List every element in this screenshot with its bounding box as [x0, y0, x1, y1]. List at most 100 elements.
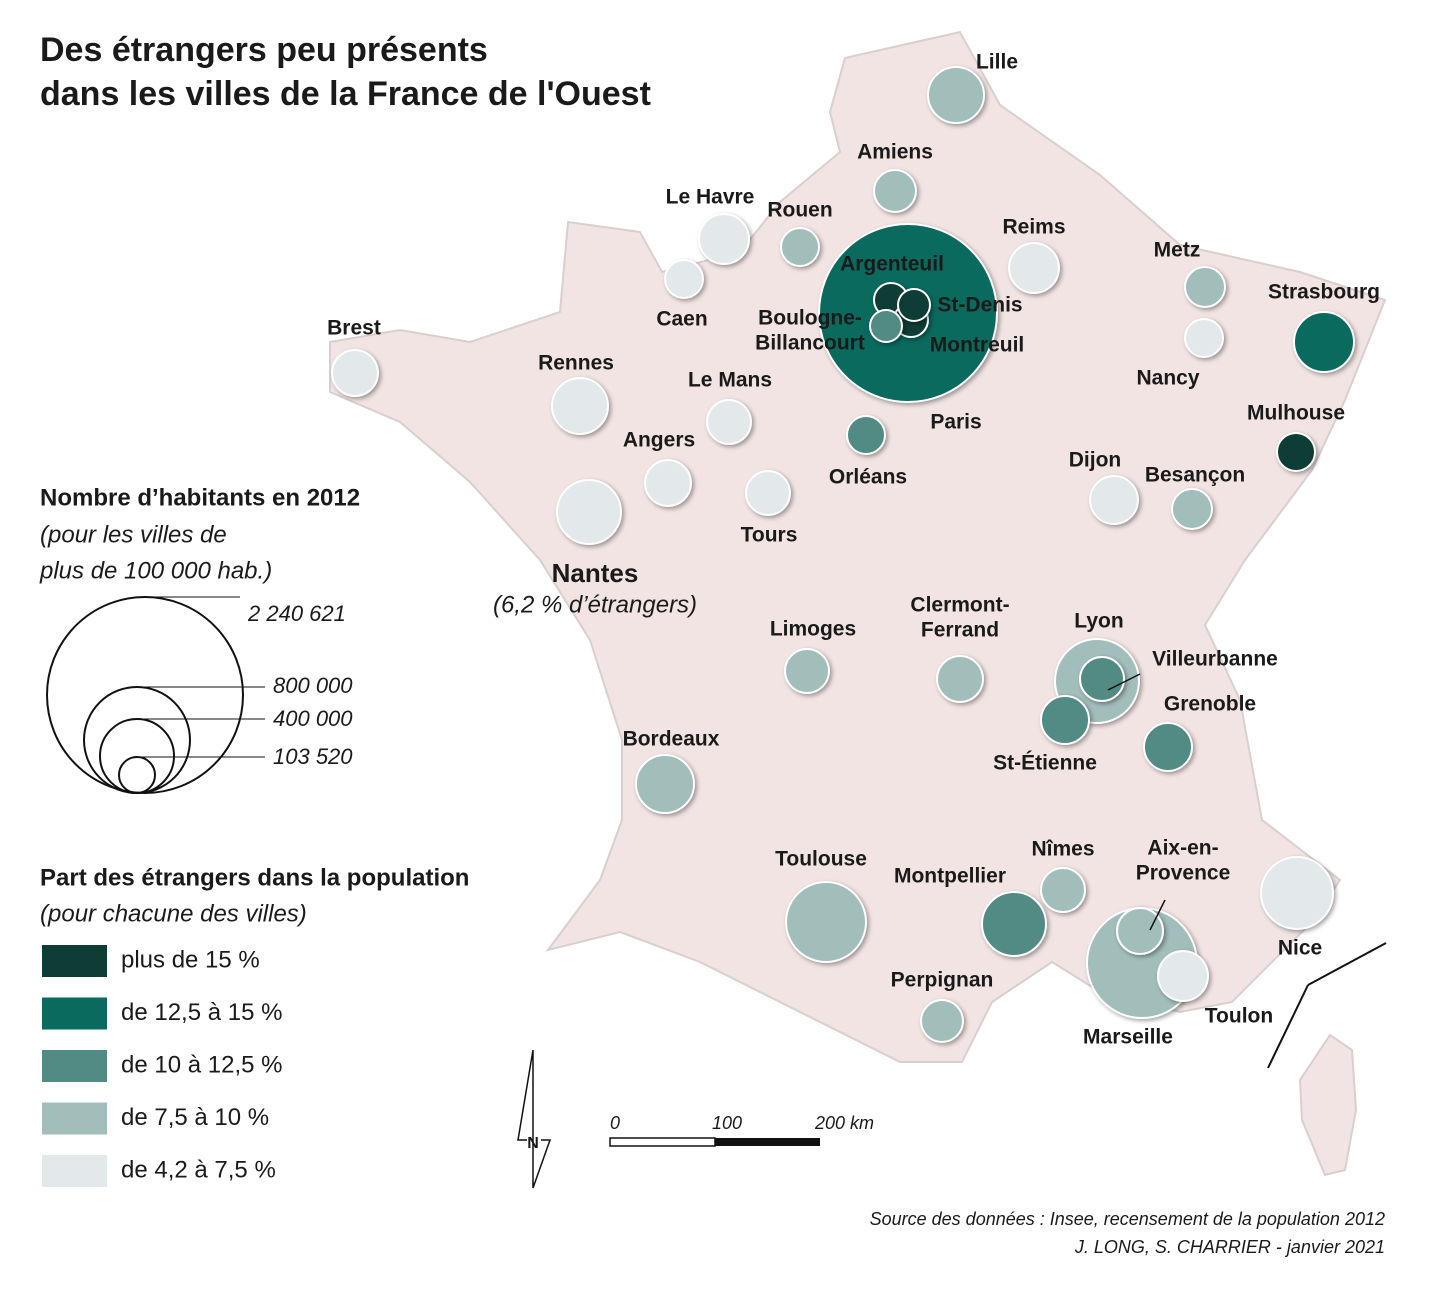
city-circle	[897, 288, 931, 322]
scale-label: 0	[610, 1113, 620, 1133]
scale-bar	[715, 1138, 820, 1146]
scale-label: 200 km	[814, 1113, 874, 1133]
credit: J. LONG, S. CHARRIER - janvier 2021	[1074, 1237, 1385, 1257]
title: dans les villes de la France de l'Ouest	[40, 75, 651, 113]
city-circle	[1171, 488, 1213, 530]
corsica-separator	[1267, 984, 1309, 1069]
city-label: Reims	[1002, 216, 1065, 239]
city-label: Dijon	[1069, 449, 1122, 472]
city-label: Aix-en-	[1147, 837, 1218, 860]
city-label: Strasbourg	[1268, 281, 1380, 304]
size-legend-label: 103 520	[273, 744, 353, 769]
city-circle	[981, 891, 1047, 957]
city-circle	[784, 648, 830, 694]
city-circle	[1293, 311, 1355, 373]
size-legend-circle	[118, 756, 156, 794]
city-label: Besançon	[1145, 464, 1245, 487]
city-label: Argenteuil	[840, 253, 944, 276]
legend-swatch	[42, 1155, 107, 1187]
city-label: Le Mans	[688, 369, 772, 392]
city-label: Villeurbanne	[1152, 648, 1278, 671]
legend-label: de 7,5 à 10 %	[121, 1104, 269, 1131]
legend-subtitle: (pour les villes de	[40, 521, 227, 548]
city-circle	[706, 399, 752, 445]
city-circle	[1143, 722, 1193, 772]
city-label: Nancy	[1136, 367, 1199, 390]
corsica-separator	[1307, 942, 1387, 986]
city-label: Boulogne-	[758, 307, 862, 330]
source: Source des données : Insee, recensement …	[870, 1209, 1385, 1229]
legend-swatch	[42, 997, 107, 1030]
city-circle	[869, 309, 903, 343]
city-label: Rennes	[538, 352, 614, 375]
city-label: Lyon	[1074, 610, 1123, 633]
size-legend-label: 2 240 621	[247, 601, 346, 626]
city-label: Limoges	[770, 618, 856, 641]
north-label: N	[527, 1135, 539, 1152]
city-label: Montpellier	[894, 865, 1006, 888]
city-label: Metz	[1154, 239, 1201, 262]
city-circle	[1040, 695, 1090, 745]
city-circle	[664, 259, 704, 299]
legend-swatch	[42, 1102, 107, 1135]
city-label: Ferrand	[921, 619, 999, 642]
city-label: Orléans	[829, 466, 907, 489]
france-outline	[329, 30, 1387, 1063]
legend-label: de 10 à 12,5 %	[121, 1051, 282, 1078]
city-label: Toulon	[1205, 1005, 1273, 1028]
city-label: Angers	[623, 429, 695, 452]
city-circle	[331, 349, 379, 397]
city-circle	[644, 459, 692, 507]
city-label: St-Denis	[937, 294, 1022, 317]
city-circle	[780, 227, 820, 267]
legend-label: de 12,5 à 15 %	[121, 999, 282, 1026]
city-label: Billancourt	[755, 332, 865, 355]
city-circle	[635, 754, 695, 814]
legend-swatch	[42, 1050, 107, 1082]
scale-bar	[609, 1137, 716, 1147]
city-circle	[1184, 318, 1224, 358]
annotation: (6,2 % d’étrangers)	[493, 591, 697, 618]
city-label: Clermont-	[910, 594, 1009, 617]
legend-title: Nombre d’habitants en 2012	[40, 484, 360, 511]
city-label: Amiens	[857, 141, 933, 164]
city-circle	[1116, 907, 1164, 955]
city-circle	[785, 881, 867, 963]
city-label: Le Havre	[666, 186, 755, 209]
city-circle	[1040, 867, 1086, 913]
size-legend-circle	[83, 686, 191, 794]
leader-line	[1149, 899, 1166, 931]
size-legend-label: 400 000	[273, 706, 353, 731]
city-label: Provence	[1136, 862, 1231, 885]
corsica	[1298, 1033, 1358, 1177]
city-circle	[846, 415, 886, 455]
legend-subtitle: plus de 100 000 hab.)	[39, 557, 272, 584]
city-label: Paris	[930, 411, 981, 434]
legend-subtitle: (pour chacune des villes)	[40, 900, 307, 927]
city-circle	[1184, 266, 1226, 308]
city-circle	[1089, 475, 1139, 525]
city-label: Nîmes	[1031, 838, 1094, 861]
city-circle	[1260, 856, 1334, 930]
city-circle	[927, 66, 985, 124]
city-label: Tours	[741, 524, 798, 547]
north-arrow	[517, 1049, 552, 1189]
city-circle	[1157, 950, 1209, 1002]
legend-swatch	[42, 945, 107, 977]
city-label: Montreuil	[930, 334, 1025, 357]
size-legend-circle	[46, 596, 244, 794]
city-circle	[936, 655, 984, 703]
legend-title: Part des étrangers dans la population	[40, 864, 469, 891]
city-circle	[920, 999, 964, 1043]
leader-line	[1107, 673, 1141, 691]
city-label: Nantes	[552, 558, 639, 588]
legend-label: de 4,2 à 7,5 %	[121, 1156, 276, 1183]
city-label: Lille	[976, 51, 1018, 74]
city-label: Bordeaux	[623, 728, 720, 751]
city-circle	[1276, 432, 1316, 472]
city-label: St-Étienne	[993, 752, 1097, 775]
size-legend-label: 800 000	[273, 673, 353, 698]
city-circle	[1079, 656, 1125, 702]
city-label: Toulouse	[775, 848, 867, 871]
